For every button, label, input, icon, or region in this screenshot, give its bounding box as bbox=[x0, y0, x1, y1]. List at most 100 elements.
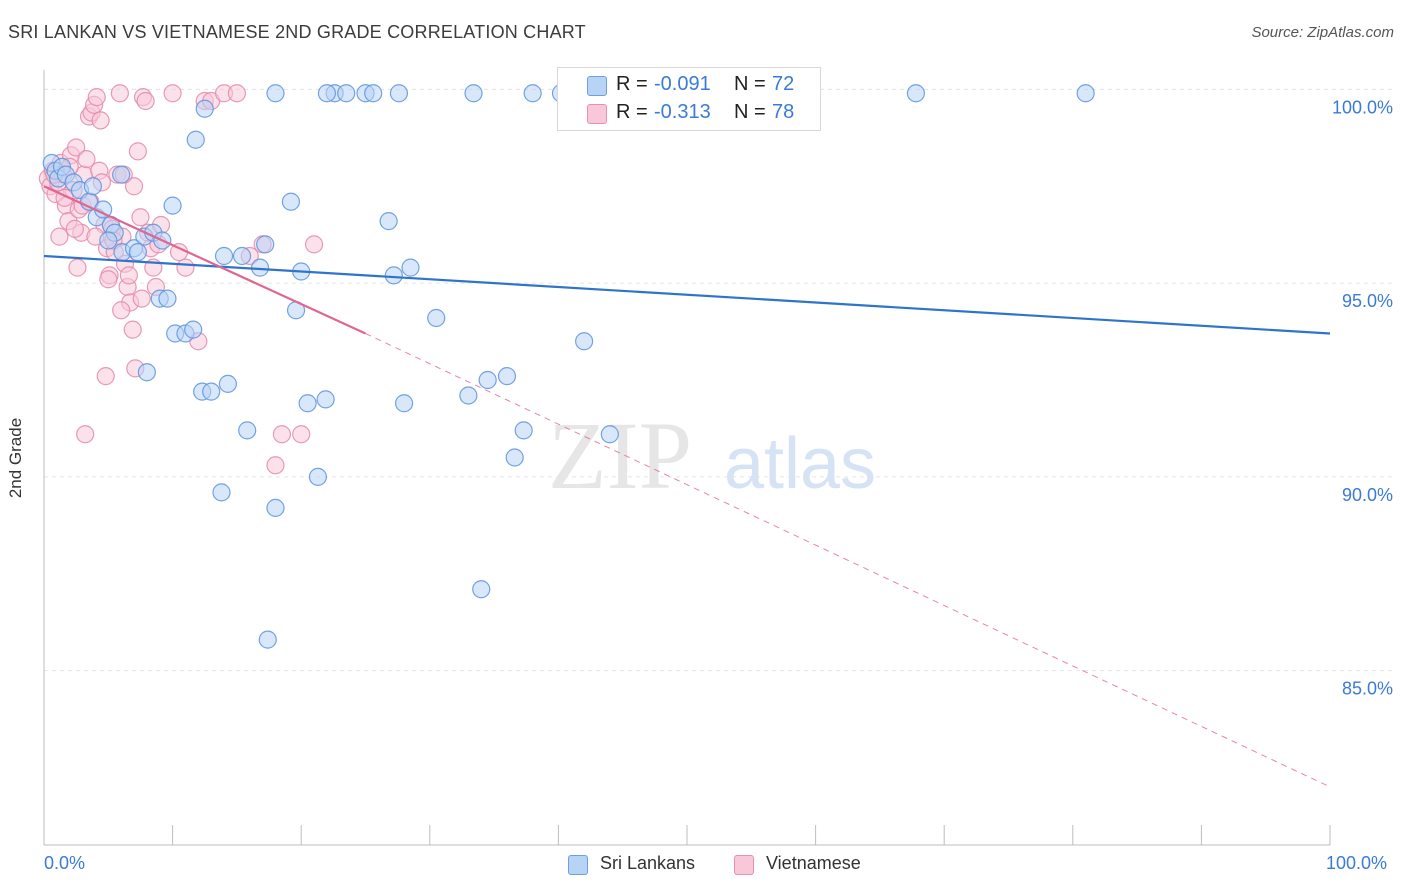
sri-lankan-point-36 bbox=[427, 308, 446, 328]
sri-lankan-points bbox=[42, 84, 1095, 649]
vietnamese-point-47 bbox=[176, 258, 195, 277]
n-label: N = bbox=[734, 73, 766, 95]
sri-lankan-point-67 bbox=[99, 231, 118, 250]
vietnamese-point-77 bbox=[132, 289, 151, 308]
y-tick-label-100: 100.0% bbox=[1332, 97, 1393, 117]
r-label: R = bbox=[616, 73, 648, 95]
sri-lankan-point-47 bbox=[906, 84, 926, 103]
sri-lankan-point-69 bbox=[266, 84, 285, 103]
sri-lankan-point-31 bbox=[364, 84, 383, 103]
sri-lankan-point-45 bbox=[575, 332, 594, 351]
sri-lankans-swatch bbox=[587, 76, 607, 96]
sri-lankan-point-35 bbox=[401, 258, 420, 277]
r-value: -0.313 bbox=[654, 101, 711, 123]
vietnamese-point-65 bbox=[76, 425, 95, 444]
vietnamese-point-57 bbox=[292, 425, 311, 444]
watermark: ZIP atlas bbox=[548, 402, 876, 509]
n-value: 72 bbox=[772, 73, 795, 95]
chart-source: Source: ZipAtlas.com bbox=[1251, 24, 1394, 41]
y-tick-label-85: 85.0% bbox=[1342, 679, 1393, 699]
chart-title: SRI LANKAN VS VIETNAMESE 2ND GRADE CORRE… bbox=[8, 22, 586, 42]
n-value: 78 bbox=[772, 101, 795, 123]
vietnamese-point-76 bbox=[119, 266, 138, 285]
sri-lankan-point-27 bbox=[316, 390, 335, 409]
vietnamese-legend-swatch bbox=[734, 855, 754, 875]
sri-lankans-trendline bbox=[43, 254, 1331, 335]
vietnamese-point-36 bbox=[131, 208, 150, 227]
gridlines bbox=[44, 88, 1394, 672]
sri-lankan-point-68 bbox=[128, 243, 147, 262]
sri-lankan-point-56 bbox=[218, 374, 237, 393]
vietnamese-point-45 bbox=[163, 84, 182, 103]
watermark-zip: ZIP bbox=[548, 402, 692, 509]
sri-lankan-point-62 bbox=[212, 483, 231, 502]
sri-lankan-point-71 bbox=[389, 84, 409, 103]
sri-lankan-point-53 bbox=[184, 320, 203, 339]
correlation-legend: R = -0.091 N = 72 R = -0.313 N = 78 bbox=[557, 67, 821, 131]
sri-lankan-point-34 bbox=[394, 394, 414, 413]
sri-lankan-point-66 bbox=[83, 177, 102, 196]
sri-lankan-point-57 bbox=[238, 421, 257, 440]
sri-lankan-point-20 bbox=[214, 246, 234, 266]
vietnamese-point-38 bbox=[136, 91, 155, 111]
sri-lankan-point-48 bbox=[1076, 84, 1095, 103]
vietnamese-point-67 bbox=[50, 227, 69, 246]
vietnamese-swatch bbox=[587, 104, 607, 124]
sri-lankan-point-59 bbox=[298, 394, 317, 413]
sri-lankan-point-46 bbox=[600, 425, 619, 444]
axes bbox=[43, 70, 1331, 846]
sri-lankan-point-41 bbox=[505, 448, 524, 467]
sri-lankan-point-21 bbox=[232, 246, 252, 266]
sri-lankan-point-33 bbox=[384, 266, 403, 285]
trendlines bbox=[43, 185, 1331, 788]
sri-lankan-point-42 bbox=[514, 421, 533, 440]
y-tick-label-90: 90.0% bbox=[1342, 485, 1393, 505]
sri-lankan-point-18 bbox=[186, 130, 205, 149]
y-tick-labels: 85.0% 90.0% 95.0% 100.0% bbox=[1332, 97, 1393, 698]
vietnamese-point-33 bbox=[123, 320, 142, 339]
vietnamese-point-72 bbox=[65, 219, 84, 238]
n-label: N = bbox=[734, 101, 766, 123]
sri-lankan-point-19 bbox=[195, 99, 214, 118]
vietnamese-point-68 bbox=[124, 177, 144, 196]
vietnamese-point-58 bbox=[304, 235, 324, 254]
vietnamese-point-62 bbox=[99, 270, 118, 289]
x-tick-min: 0.0% bbox=[44, 853, 86, 873]
sri-lankan-point-58 bbox=[266, 498, 285, 517]
vietnamese-legend-label: Vietnamese bbox=[766, 853, 861, 873]
vietnamese-trendline-extension bbox=[365, 333, 1331, 788]
sri-lankan-point-65 bbox=[112, 165, 131, 184]
sri-lankan-point-23 bbox=[256, 235, 275, 254]
vietnamese-point-74 bbox=[91, 111, 110, 130]
sri-lankan-point-70 bbox=[317, 84, 337, 103]
r-label: R = bbox=[616, 101, 648, 123]
vietnamese-point-35 bbox=[128, 142, 147, 161]
sri-lankan-point-39 bbox=[478, 370, 497, 390]
vietnamese-point-28 bbox=[110, 84, 129, 103]
vietnamese-point-11 bbox=[67, 138, 86, 157]
sri-lankan-point-24 bbox=[281, 192, 301, 211]
sri-lankan-point-64 bbox=[472, 580, 491, 599]
sri-lankan-point-43 bbox=[523, 84, 542, 103]
vietnamese-trendline bbox=[43, 185, 366, 335]
y-tick-label-95: 95.0% bbox=[1342, 291, 1393, 311]
vietnamese-point-55 bbox=[266, 456, 285, 475]
vietnamese-points bbox=[38, 84, 324, 475]
vietnamese-point-56 bbox=[272, 425, 292, 444]
sri-lankans-legend-swatch bbox=[568, 855, 588, 875]
sri-lankan-point-17 bbox=[163, 196, 182, 215]
sri-lankan-point-50 bbox=[158, 289, 177, 308]
sri-lankan-point-38 bbox=[464, 84, 483, 103]
sri-lankan-point-29 bbox=[337, 84, 356, 103]
sri-lankan-point-32 bbox=[379, 212, 398, 231]
sri-lankan-point-37 bbox=[459, 386, 478, 405]
vietnamese-point-63 bbox=[112, 301, 131, 320]
vietnamese-point-66 bbox=[68, 258, 87, 277]
watermark-atlas: atlas bbox=[724, 424, 876, 504]
sri-lankan-point-40 bbox=[497, 367, 517, 386]
sri-lankans-legend-label: Sri Lankans bbox=[600, 853, 696, 873]
vietnamese-point-52 bbox=[227, 84, 246, 103]
vietnamese-point-19 bbox=[87, 88, 106, 107]
x-tick-max: 100.0% bbox=[1326, 853, 1388, 873]
